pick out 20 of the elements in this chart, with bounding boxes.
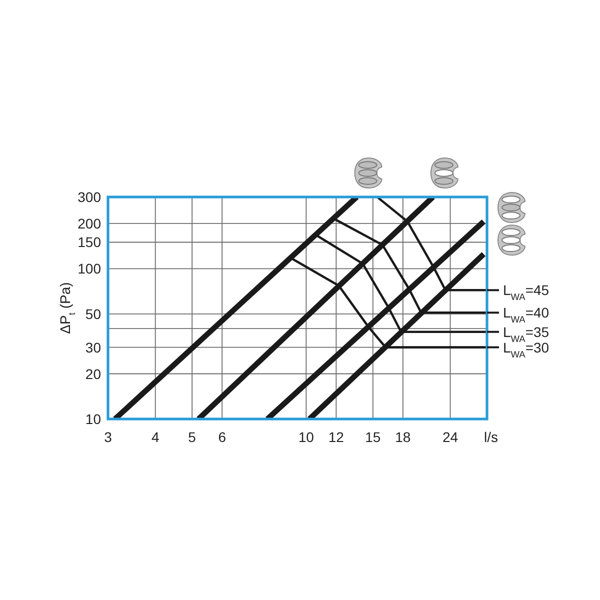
x-tick-label: 15 xyxy=(365,429,381,445)
y-tick-label: 150 xyxy=(78,234,102,250)
x-tick-label: 18 xyxy=(395,429,411,445)
x-tick-label: 3 xyxy=(104,429,112,445)
x-axis-title: l/s xyxy=(484,429,498,445)
x-tick-label: 10 xyxy=(298,429,314,445)
y-tick-label: 300 xyxy=(78,189,102,205)
y-tick-label: 100 xyxy=(78,260,102,277)
x-tick-label: 6 xyxy=(218,429,226,445)
y-tick-label: 20 xyxy=(85,366,102,382)
y-tick-label: 30 xyxy=(85,339,102,356)
x-tick-label: 24 xyxy=(442,429,458,445)
y-tick-label: 50 xyxy=(85,306,102,322)
y-tick-label: 200 xyxy=(78,215,102,232)
y-tick-label: 10 xyxy=(85,411,102,427)
x-tick-label: 12 xyxy=(328,429,344,445)
legend-label: L$_{WA}$=40 xyxy=(503,304,550,325)
x-tick-label: 4 xyxy=(151,429,160,445)
x-tick-label: 5 xyxy=(188,429,196,445)
legend-label: L$_{WA}$=45 xyxy=(503,282,550,302)
